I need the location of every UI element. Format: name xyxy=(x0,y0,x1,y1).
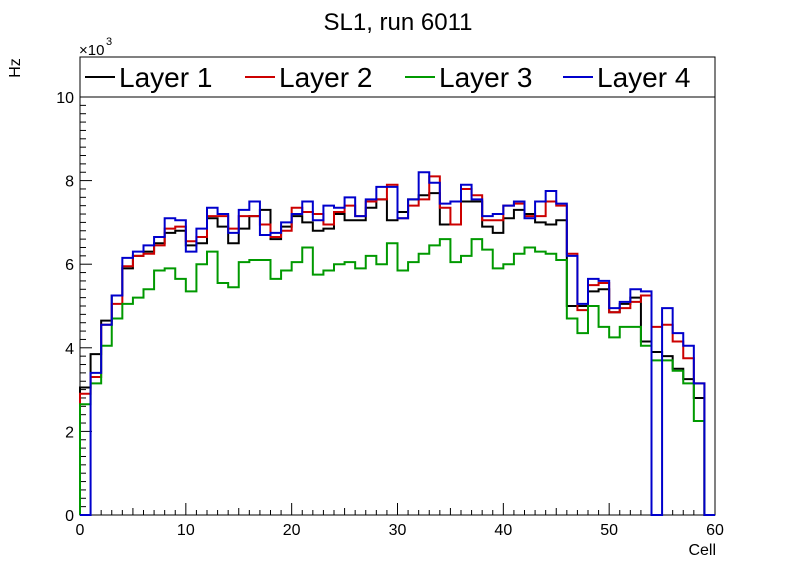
y-multiplier: ×10 3 xyxy=(79,36,112,59)
legend: Layer 1 Layer 2 Layer 3 Layer 4 xyxy=(85,62,690,93)
series-line-layer-4 xyxy=(80,171,715,516)
x-tick-label: 10 xyxy=(177,522,195,539)
y-axis-label: Hz xyxy=(7,58,24,78)
x-tick-label: 60 xyxy=(706,522,724,539)
legend-label-layer-4: Layer 4 xyxy=(597,62,690,93)
x-tick-label: 0 xyxy=(76,522,85,539)
y-tick-label: 4 xyxy=(65,341,74,358)
chart-title: SL1, run 6011 xyxy=(323,9,472,36)
axis-ticks: 0 10 20 30 40 50 60 0 2 4 6 8 10 xyxy=(56,90,724,539)
y-tick-label: 2 xyxy=(65,424,74,441)
x-tick-label: 40 xyxy=(494,522,512,539)
x-axis-label: Cell xyxy=(688,542,716,559)
series-line-layer-1 xyxy=(79,192,715,516)
x-tick-label: 20 xyxy=(283,522,301,539)
y-tick-label: 0 xyxy=(65,508,74,525)
series-line-layer-2 xyxy=(79,175,715,516)
series-layer xyxy=(79,171,715,516)
series-line-layer-3 xyxy=(79,238,715,516)
y-tick-label: 8 xyxy=(65,174,74,191)
legend-label-layer-2: Layer 2 xyxy=(279,62,372,93)
x-tick-label: 50 xyxy=(600,522,618,539)
legend-box xyxy=(79,56,716,98)
legend-label-layer-1: Layer 1 xyxy=(119,62,212,93)
legend-label-layer-3: Layer 3 xyxy=(439,62,532,93)
y-multiplier-exp: 3 xyxy=(106,36,112,48)
y-tick-label: 6 xyxy=(65,257,74,274)
y-multiplier-base: ×10 xyxy=(79,42,104,59)
y-tick-label: 10 xyxy=(56,90,74,107)
x-tick-label: 30 xyxy=(389,522,407,539)
